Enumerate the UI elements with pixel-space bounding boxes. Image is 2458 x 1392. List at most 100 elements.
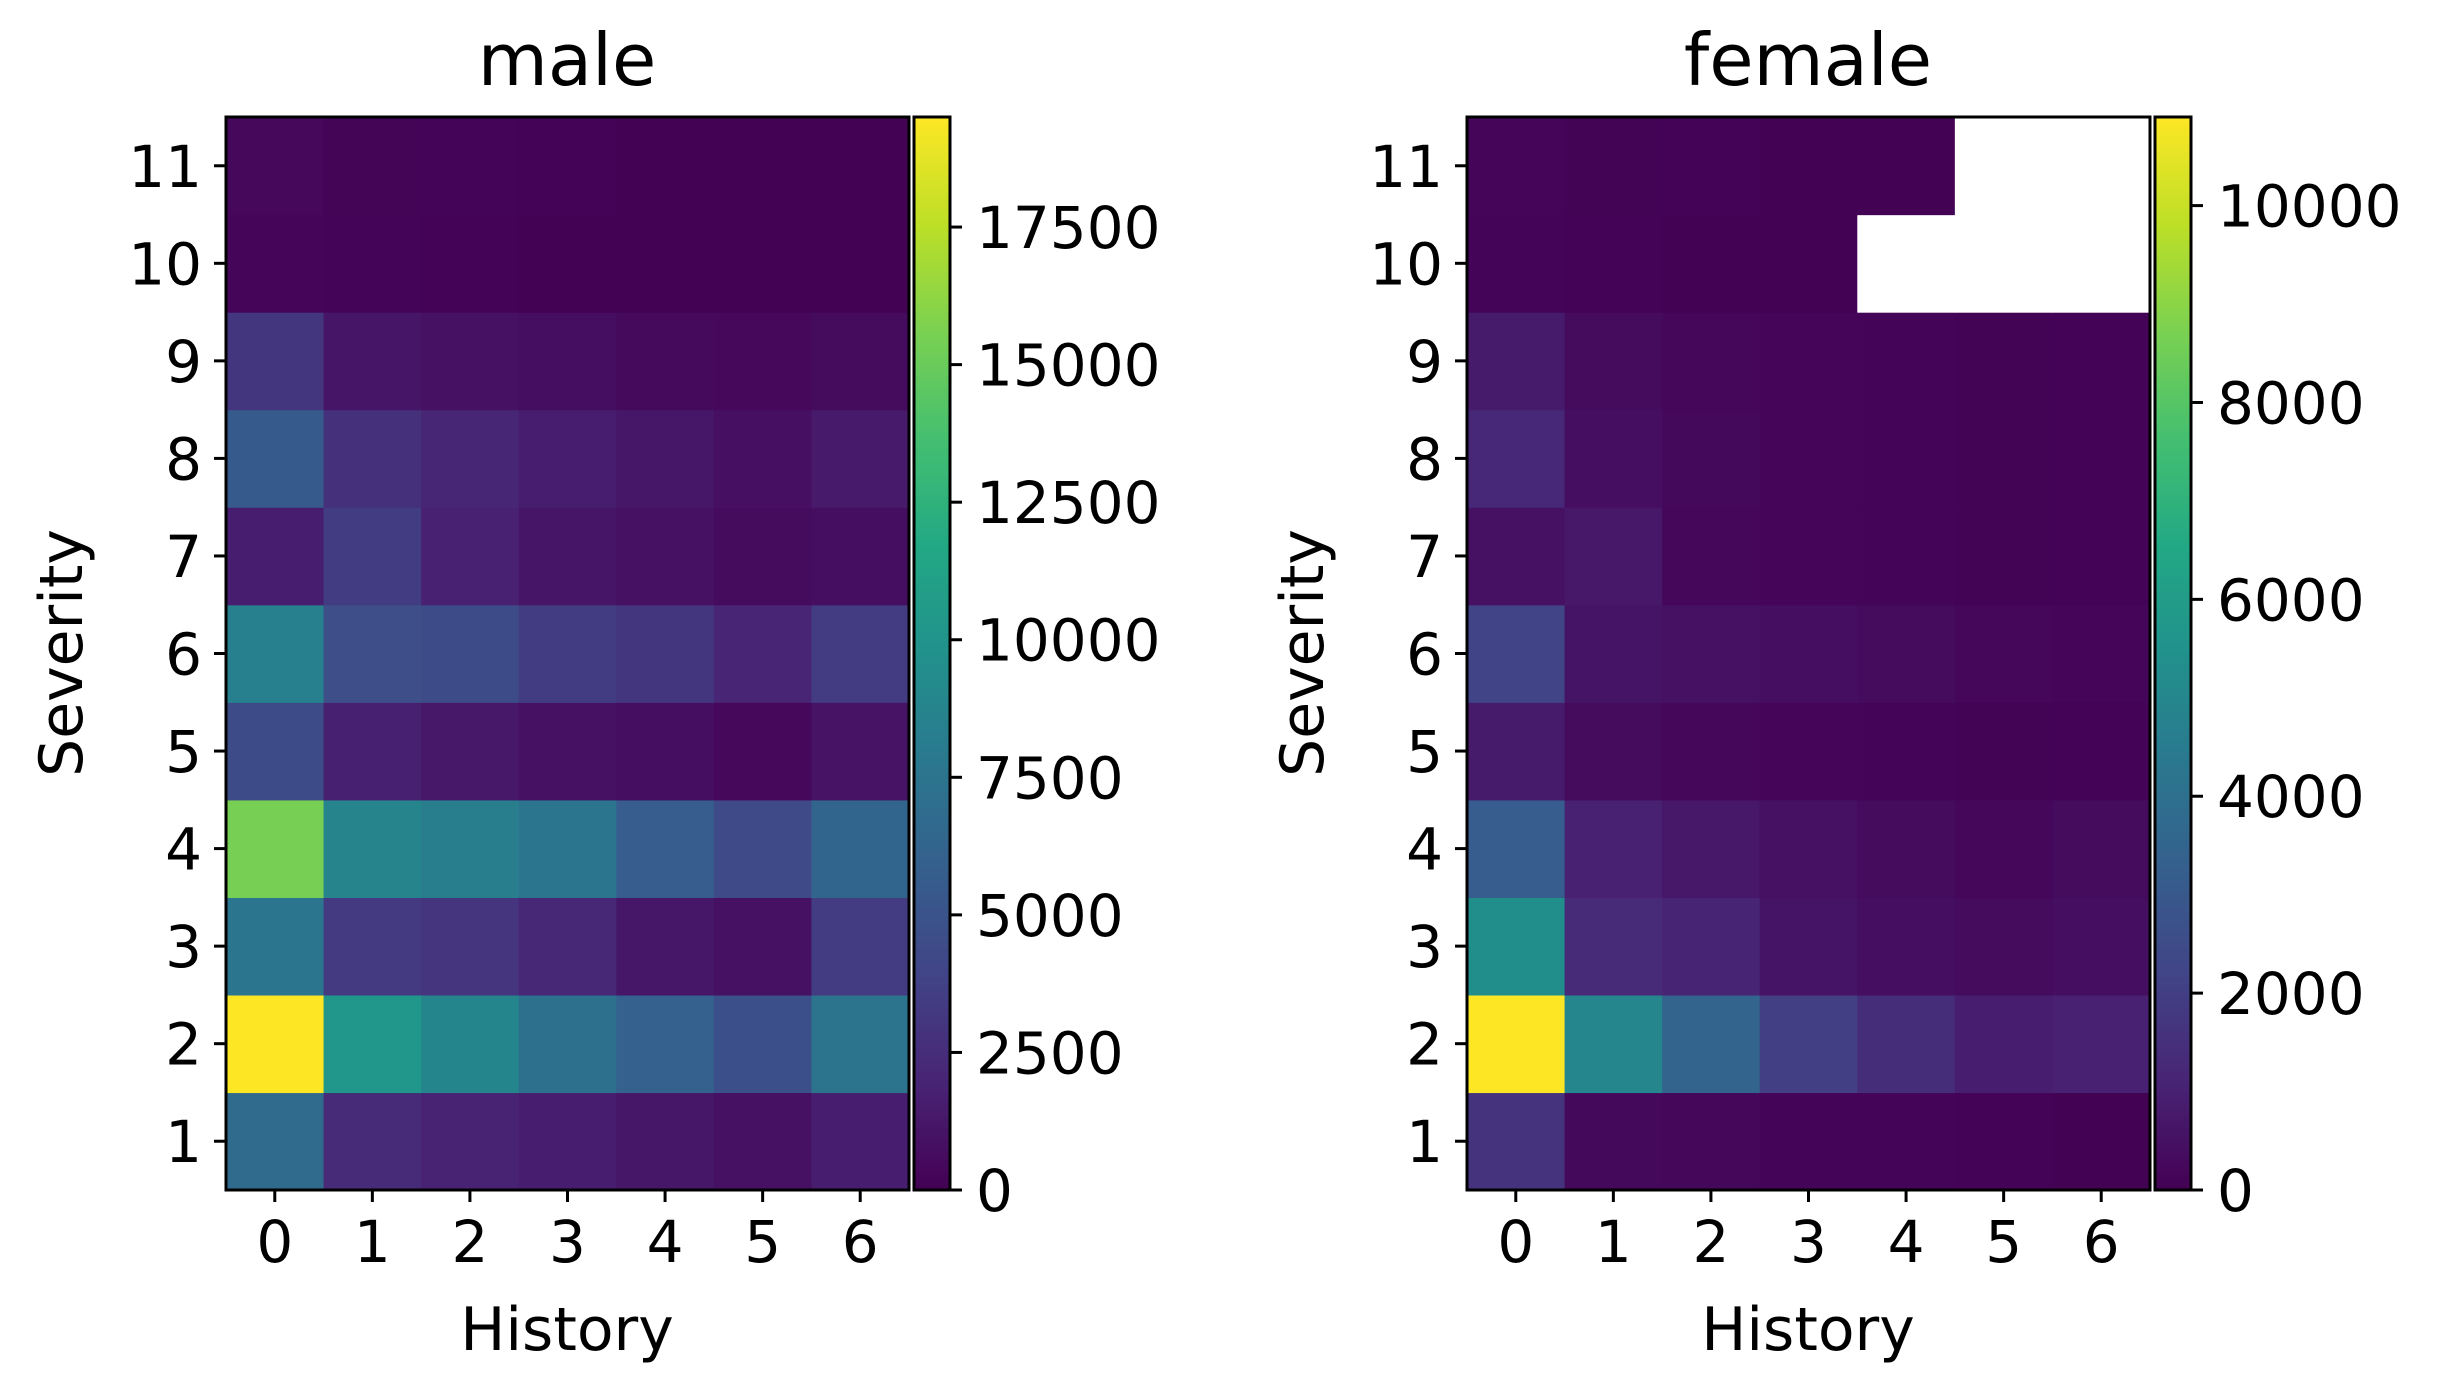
heatmap-cell [421, 409, 520, 508]
heatmap-cell [1857, 702, 1956, 801]
heatmap-cell [518, 1092, 617, 1191]
y-tick-label: 2 [165, 1011, 202, 1079]
heatmap-cell [1662, 312, 1761, 411]
heatmap-cell [518, 507, 617, 606]
colorbar-tick-label: 10000 [976, 607, 1161, 675]
x-tick-label: 5 [744, 1208, 781, 1276]
chart-title-male: male [478, 18, 657, 102]
y-tick-label: 6 [165, 621, 202, 689]
heatmap-cell [1954, 312, 2054, 411]
x-axis-label-female: History [1701, 1295, 1914, 1365]
y-tick-label: 5 [1406, 718, 1443, 786]
heatmap-cell [323, 799, 422, 898]
colorbar-tick-label: 12500 [976, 469, 1161, 537]
y-tick-label: 9 [1406, 328, 1443, 396]
y-tick-label: 3 [1406, 913, 1443, 981]
heatmap-cell [421, 312, 520, 411]
heatmap-cell [1467, 702, 1566, 801]
heatmap-cell [2052, 702, 2151, 801]
heatmap-cell [1857, 994, 1956, 1094]
heatmap-cell [1857, 604, 1956, 703]
heatmap-cell [1954, 604, 2054, 703]
heatmap-cell [421, 117, 520, 216]
heatmap-cell [518, 117, 617, 216]
heatmap-cell [1467, 897, 1566, 996]
heatmap-cell [226, 409, 325, 508]
heatmap-cell [811, 312, 910, 411]
y-tick-label: 1 [165, 1108, 202, 1176]
y-ticks-male: 1 2 3 4 5 6 7 8 9 10 11 [128, 133, 226, 1176]
y-tick-label: 2 [1406, 1011, 1443, 1079]
heatmap-cell [226, 117, 325, 216]
heatmap-cell [1564, 117, 1663, 216]
x-tick-label: 3 [549, 1208, 586, 1276]
heatmap-cell [421, 1092, 520, 1191]
heatmap-cell [1467, 1092, 1566, 1191]
heatmap-cell [1662, 1092, 1761, 1191]
y-axis-label-female: Severity [1268, 529, 1338, 777]
heatmap-cell [1564, 897, 1663, 996]
chart-title-female: female [1684, 18, 1932, 102]
y-tick-label: 9 [165, 328, 202, 396]
heatmap-cell [1564, 604, 1663, 703]
heatmap-cell [518, 702, 617, 801]
x-tick-label: 4 [647, 1208, 684, 1276]
heatmap-cell [616, 994, 715, 1094]
x-tick-label: 2 [1692, 1208, 1729, 1276]
heatmap-cell [1467, 214, 1566, 313]
heatmap-cell [616, 604, 715, 703]
heatmap-cell [713, 799, 813, 898]
heatmap-cell [518, 409, 617, 508]
heatmap-cell [1857, 1092, 1956, 1191]
heatmap-cell [1662, 897, 1761, 996]
heatmap-cell [1759, 1092, 1858, 1191]
x-tick-label: 0 [1497, 1208, 1534, 1276]
heatmap-cell [1954, 994, 2054, 1094]
heatmap-cell [2052, 604, 2151, 703]
colorbar-tick-label: 8000 [2217, 369, 2365, 437]
heatmap-cell [226, 1092, 325, 1191]
heatmap-cell [1467, 994, 1566, 1094]
heatmap-cell [1759, 117, 1858, 216]
heatmap-cell [616, 214, 715, 313]
heatmap-cell [518, 312, 617, 411]
heatmap-cell [323, 214, 422, 313]
heatmap-cell [1467, 604, 1566, 703]
y-tick-label: 11 [128, 133, 202, 201]
heatmap-cell [1759, 897, 1858, 996]
heatmap-cell [811, 507, 910, 606]
heatmap-cell [226, 214, 325, 313]
x-tick-label: 4 [1888, 1208, 1925, 1276]
heatmap-cell [226, 994, 325, 1094]
heatmap-cell [811, 799, 910, 898]
heatmap-cell [1662, 799, 1761, 898]
colorbar-tick-label: 10000 [2217, 173, 2402, 241]
heatmap-cell [1467, 507, 1566, 606]
heatmap-cell [1759, 604, 1858, 703]
heatmap-cell [1662, 604, 1761, 703]
colorbar-gradient [912, 115, 952, 1192]
y-tick-label: 7 [1406, 523, 1443, 591]
heatmap-cell [518, 604, 617, 703]
heatmap-cell [1564, 702, 1663, 801]
heatmap-cell [1759, 994, 1858, 1094]
x-tick-label: 5 [1985, 1208, 2022, 1276]
colorbar-tick-label: 2500 [976, 1019, 1124, 1087]
heatmap-cell [713, 604, 813, 703]
heatmap-cell [713, 897, 813, 996]
heatmap-cell [421, 702, 520, 801]
colorbar-tick-label: 5000 [976, 882, 1124, 950]
heatmap-cell [811, 994, 910, 1094]
heatmap-cell [1564, 799, 1663, 898]
heatmap-cell [323, 409, 422, 508]
heatmap-cell [1564, 994, 1663, 1094]
x-tick-label: 3 [1790, 1208, 1827, 1276]
y-axis-label-male: Severity [27, 529, 97, 777]
heatmap-cell [1759, 702, 1858, 801]
heatmap-cell [1662, 702, 1761, 801]
heatmap-cells-male [226, 117, 910, 1191]
x-axis-label-male: History [460, 1295, 673, 1365]
